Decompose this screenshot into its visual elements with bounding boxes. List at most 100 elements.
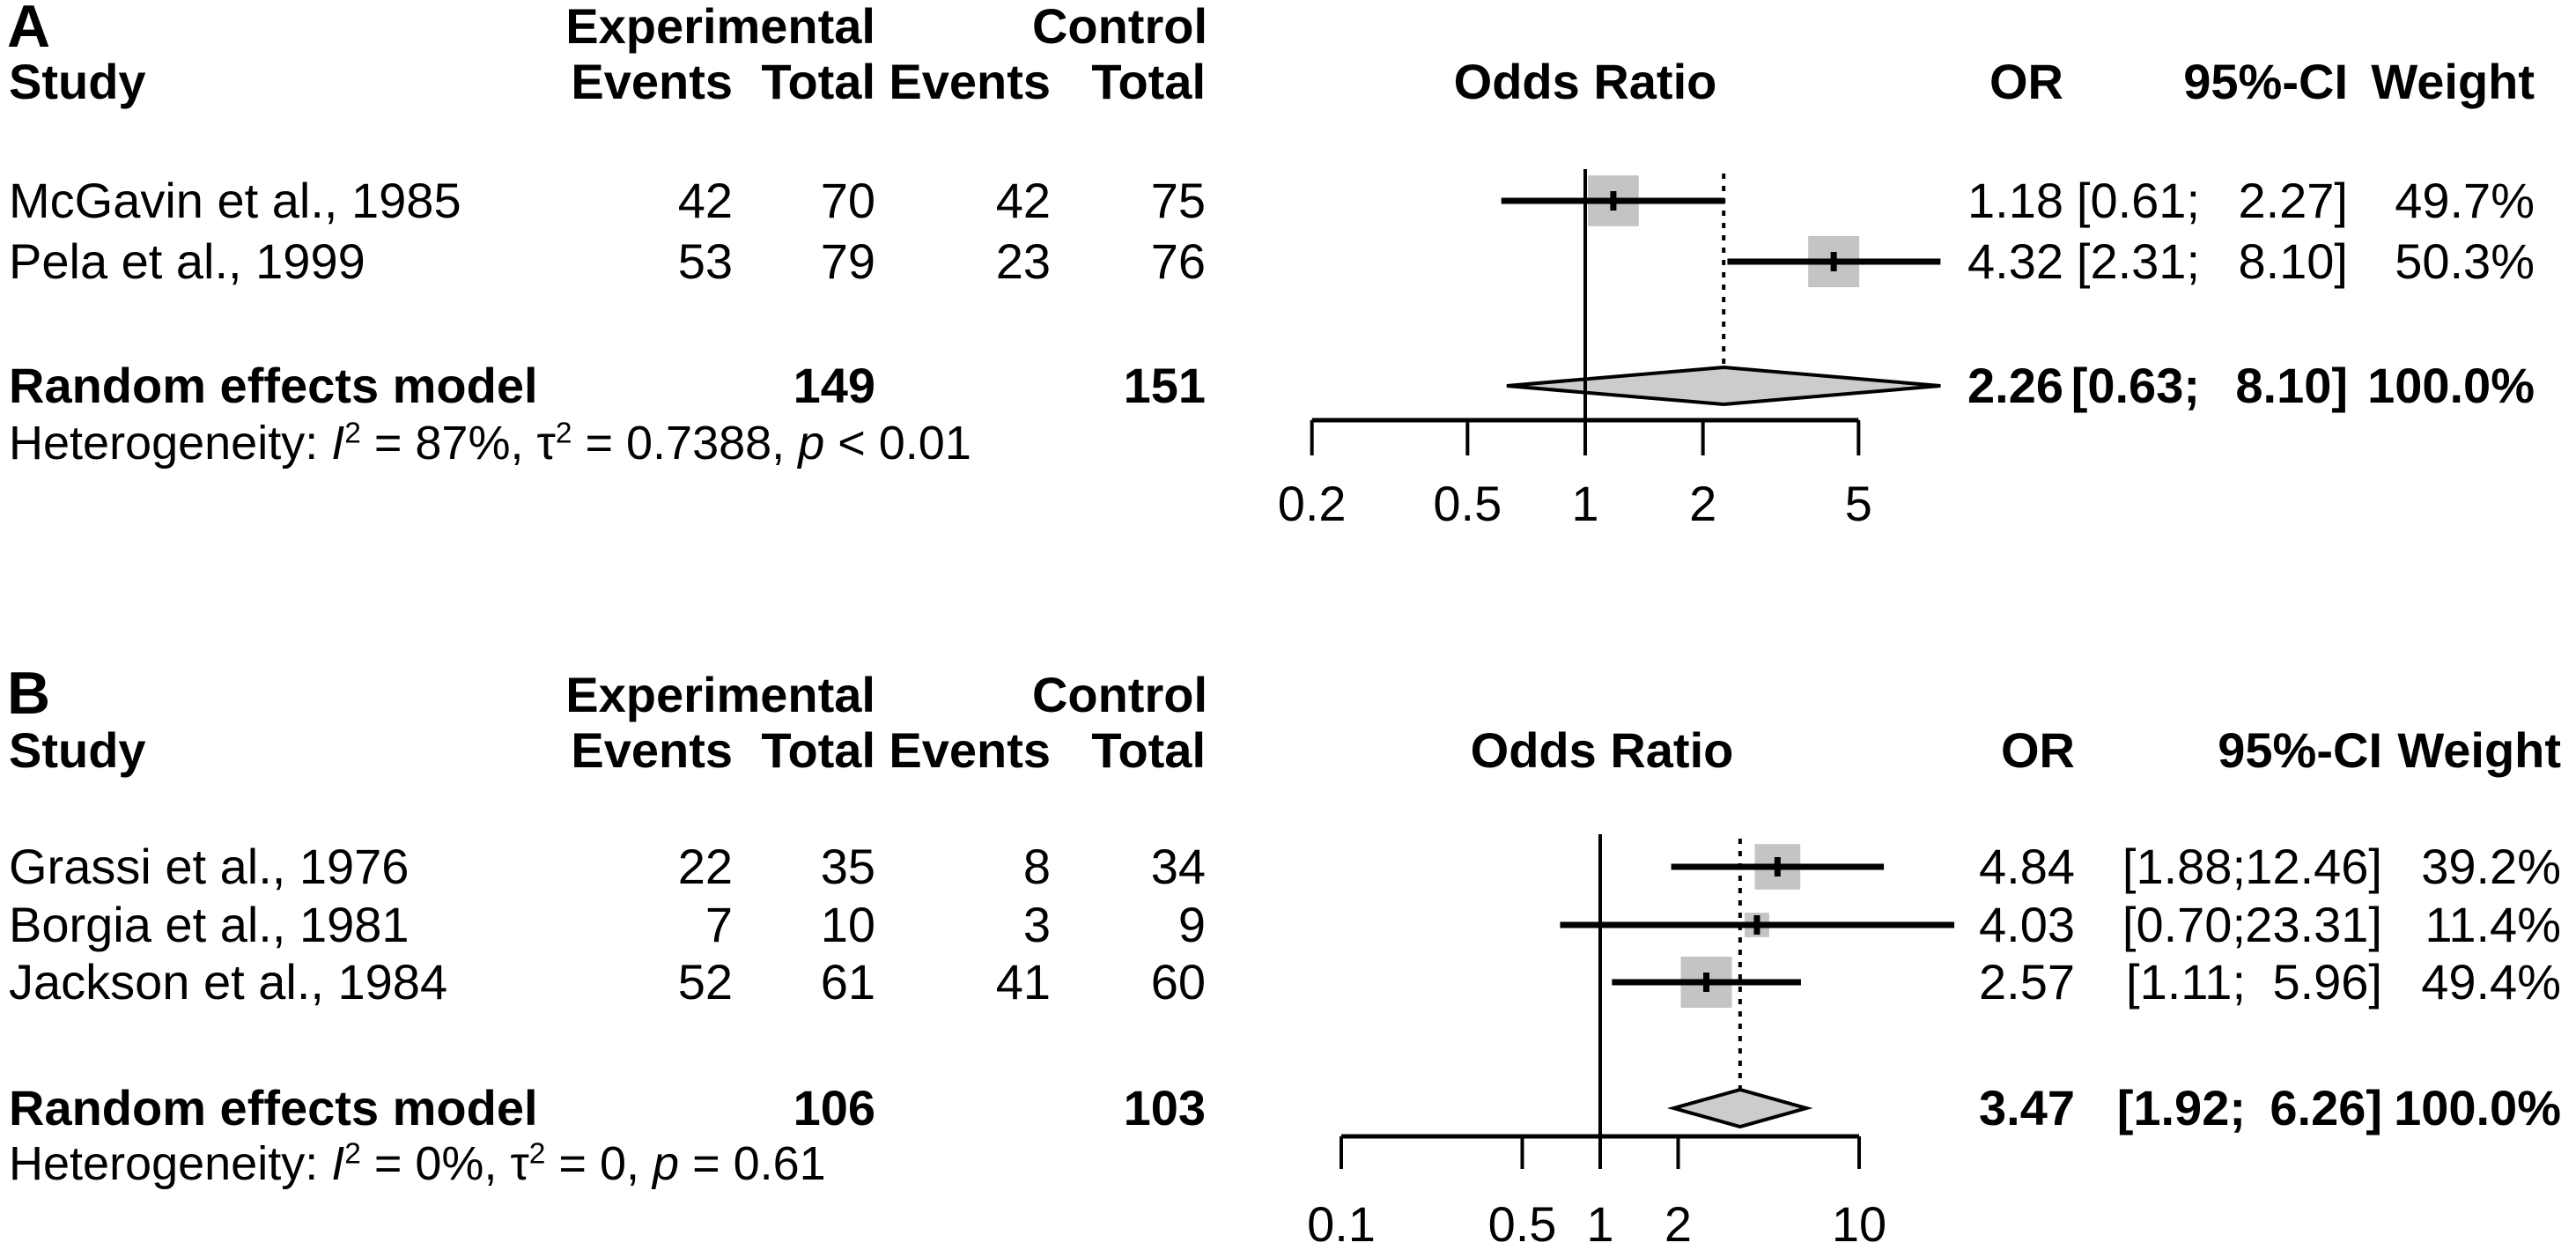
x-axis-tick-label: 1 <box>1571 476 1598 531</box>
pooled-label: Random effects model <box>9 1080 538 1135</box>
pooled-ci-high-value: 8.10] <box>2235 358 2348 413</box>
ctrl-total-value: 60 <box>1150 954 1206 1010</box>
ci-low-value: [2.31; <box>2076 233 2200 289</box>
tau-squared-value: = 0.7388, <box>572 417 799 470</box>
x-axis-tick-label: 0.5 <box>1488 1196 1557 1250</box>
exp-events-value: 52 <box>677 954 733 1010</box>
col-header-study: Study <box>9 54 146 109</box>
col-header-exp-total: Total <box>761 54 875 109</box>
x-axis-tick-label: 1 <box>1586 1196 1613 1250</box>
pooled-or-value: 2.26 <box>1967 358 2063 413</box>
ci-low-value: [0.70; <box>2122 897 2246 952</box>
exp-events-value: 53 <box>677 233 733 289</box>
i-squared-exponent: 2 <box>344 417 361 450</box>
ctrl-total-value: 75 <box>1150 173 1206 228</box>
pooled-ci-high-value: 6.26] <box>2270 1080 2382 1135</box>
col-header-ctrl-total: Total <box>1091 54 1206 109</box>
exp-total-value: 70 <box>820 173 875 228</box>
pooled-diamond <box>1506 365 1941 407</box>
pooled-or-value: 3.47 <box>1979 1080 2075 1135</box>
ctrl-total-value: 76 <box>1150 233 1206 289</box>
pooled-diamond <box>1666 1087 1813 1129</box>
point-estimate-marker <box>1830 252 1837 271</box>
col-header-odds-ratio: Odds Ratio <box>1453 54 1717 109</box>
pooled-ci-low-value: [1.92; <box>2116 1080 2246 1135</box>
tau-squared-value: = 0, <box>545 1137 653 1190</box>
heterogeneity-line: Heterogeneity: I2 = 87%, τ2 = 0.7388, p … <box>9 417 971 470</box>
ci-high-value: 12.46] <box>2245 839 2382 894</box>
col-header-exp-events: Events <box>571 54 733 109</box>
point-estimate-marker <box>1703 973 1710 992</box>
col-header-weight: Weight <box>2397 722 2561 778</box>
ctrl-total-value: 34 <box>1150 839 1206 894</box>
heterogeneity-line: Heterogeneity: I2 = 0%, τ2 = 0, p = 0.61 <box>9 1137 826 1190</box>
ci-high-value: 2.27] <box>2238 173 2348 228</box>
pooled-ctrl-total: 151 <box>1123 358 1206 413</box>
pooled-weight-value: 100.0% <box>2394 1080 2561 1135</box>
or-value: 2.57 <box>1979 954 2075 1010</box>
col-header-ci: 95%-CI <box>2183 54 2348 109</box>
pooled-weight-value: 100.0% <box>2367 358 2535 413</box>
col-header-experimental: Experimental <box>565 0 875 54</box>
col-header-ci: 95%-CI <box>2218 722 2382 778</box>
exp-events-value: 42 <box>677 173 733 228</box>
pooled-ctrl-total: 103 <box>1123 1080 1206 1135</box>
p-symbol: p <box>653 1137 680 1190</box>
panel-label: A <box>7 0 51 60</box>
or-value: 1.18 <box>1967 173 2063 228</box>
i-squared-exponent: 2 <box>344 1137 361 1171</box>
ctrl-total-value: 9 <box>1177 897 1206 952</box>
col-header-ctrl-events: Events <box>889 54 1051 109</box>
pooled-label: Random effects model <box>9 358 538 413</box>
ctrl-events-value: 8 <box>1022 839 1051 894</box>
or-value: 4.03 <box>1979 897 2075 952</box>
pooled-exp-total: 149 <box>793 358 875 413</box>
weight-value: 49.4% <box>2421 954 2561 1010</box>
study-name: Grassi et al., 1976 <box>9 839 410 894</box>
col-header-odds-ratio: Odds Ratio <box>1470 722 1734 778</box>
weight-value: 49.7% <box>2395 173 2535 228</box>
i-squared-symbol: I <box>331 1137 345 1190</box>
x-axis-tick-label: 2 <box>1664 1196 1692 1250</box>
x-axis-tick-label: 0.5 <box>1433 476 1502 531</box>
point-estimate-marker <box>1610 191 1617 211</box>
exp-total-value: 10 <box>820 897 875 952</box>
p-symbol: p <box>798 417 825 470</box>
het-prefix: Heterogeneity: <box>9 417 332 470</box>
ci-high-value: 5.96] <box>2272 954 2382 1010</box>
col-header-exp-total: Total <box>761 722 875 778</box>
ctrl-events-value: 23 <box>995 233 1051 289</box>
col-header-or: OR <box>2001 722 2075 778</box>
tau-squared-exponent: 2 <box>528 1137 546 1171</box>
exp-events-value: 22 <box>677 839 733 894</box>
ci-high-value: 8.10] <box>2238 233 2348 289</box>
study-name: Borgia et al., 1981 <box>9 897 410 952</box>
x-axis-tick-label: 0.2 <box>1278 476 1347 531</box>
pooled-ci-low-value: [0.63; <box>2070 358 2200 413</box>
weight-value: 39.2% <box>2421 839 2561 894</box>
i-squared-value: = 87%, <box>360 417 537 470</box>
col-header-weight: Weight <box>2371 54 2535 109</box>
col-header-control: Control <box>1031 667 1207 722</box>
x-axis-tick-label: 10 <box>1832 1196 1886 1250</box>
het-prefix: Heterogeneity: <box>9 1137 332 1190</box>
tau-squared-symbol: τ <box>510 1137 529 1190</box>
ci-low-value: [0.61; <box>2076 173 2200 228</box>
weight-value: 11.4% <box>2425 897 2561 952</box>
exp-total-value: 61 <box>820 954 875 1010</box>
exp-events-value: 7 <box>705 897 733 952</box>
ctrl-events-value: 41 <box>995 954 1051 1010</box>
col-header-experimental: Experimental <box>565 667 875 722</box>
panel-label: B <box>7 660 51 727</box>
ctrl-events-value: 42 <box>995 173 1051 228</box>
weight-value: 50.3% <box>2395 233 2535 289</box>
x-axis-tick-label: 0.1 <box>1307 1196 1376 1250</box>
study-name: Pela et al., 1999 <box>9 233 365 289</box>
x-axis-tick-label: 2 <box>1689 476 1716 531</box>
p-value: = 0.61 <box>679 1137 826 1190</box>
exp-total-value: 35 <box>820 839 875 894</box>
ci-low-value: [1.88; <box>2122 839 2246 894</box>
tau-squared-symbol: τ <box>536 417 556 470</box>
